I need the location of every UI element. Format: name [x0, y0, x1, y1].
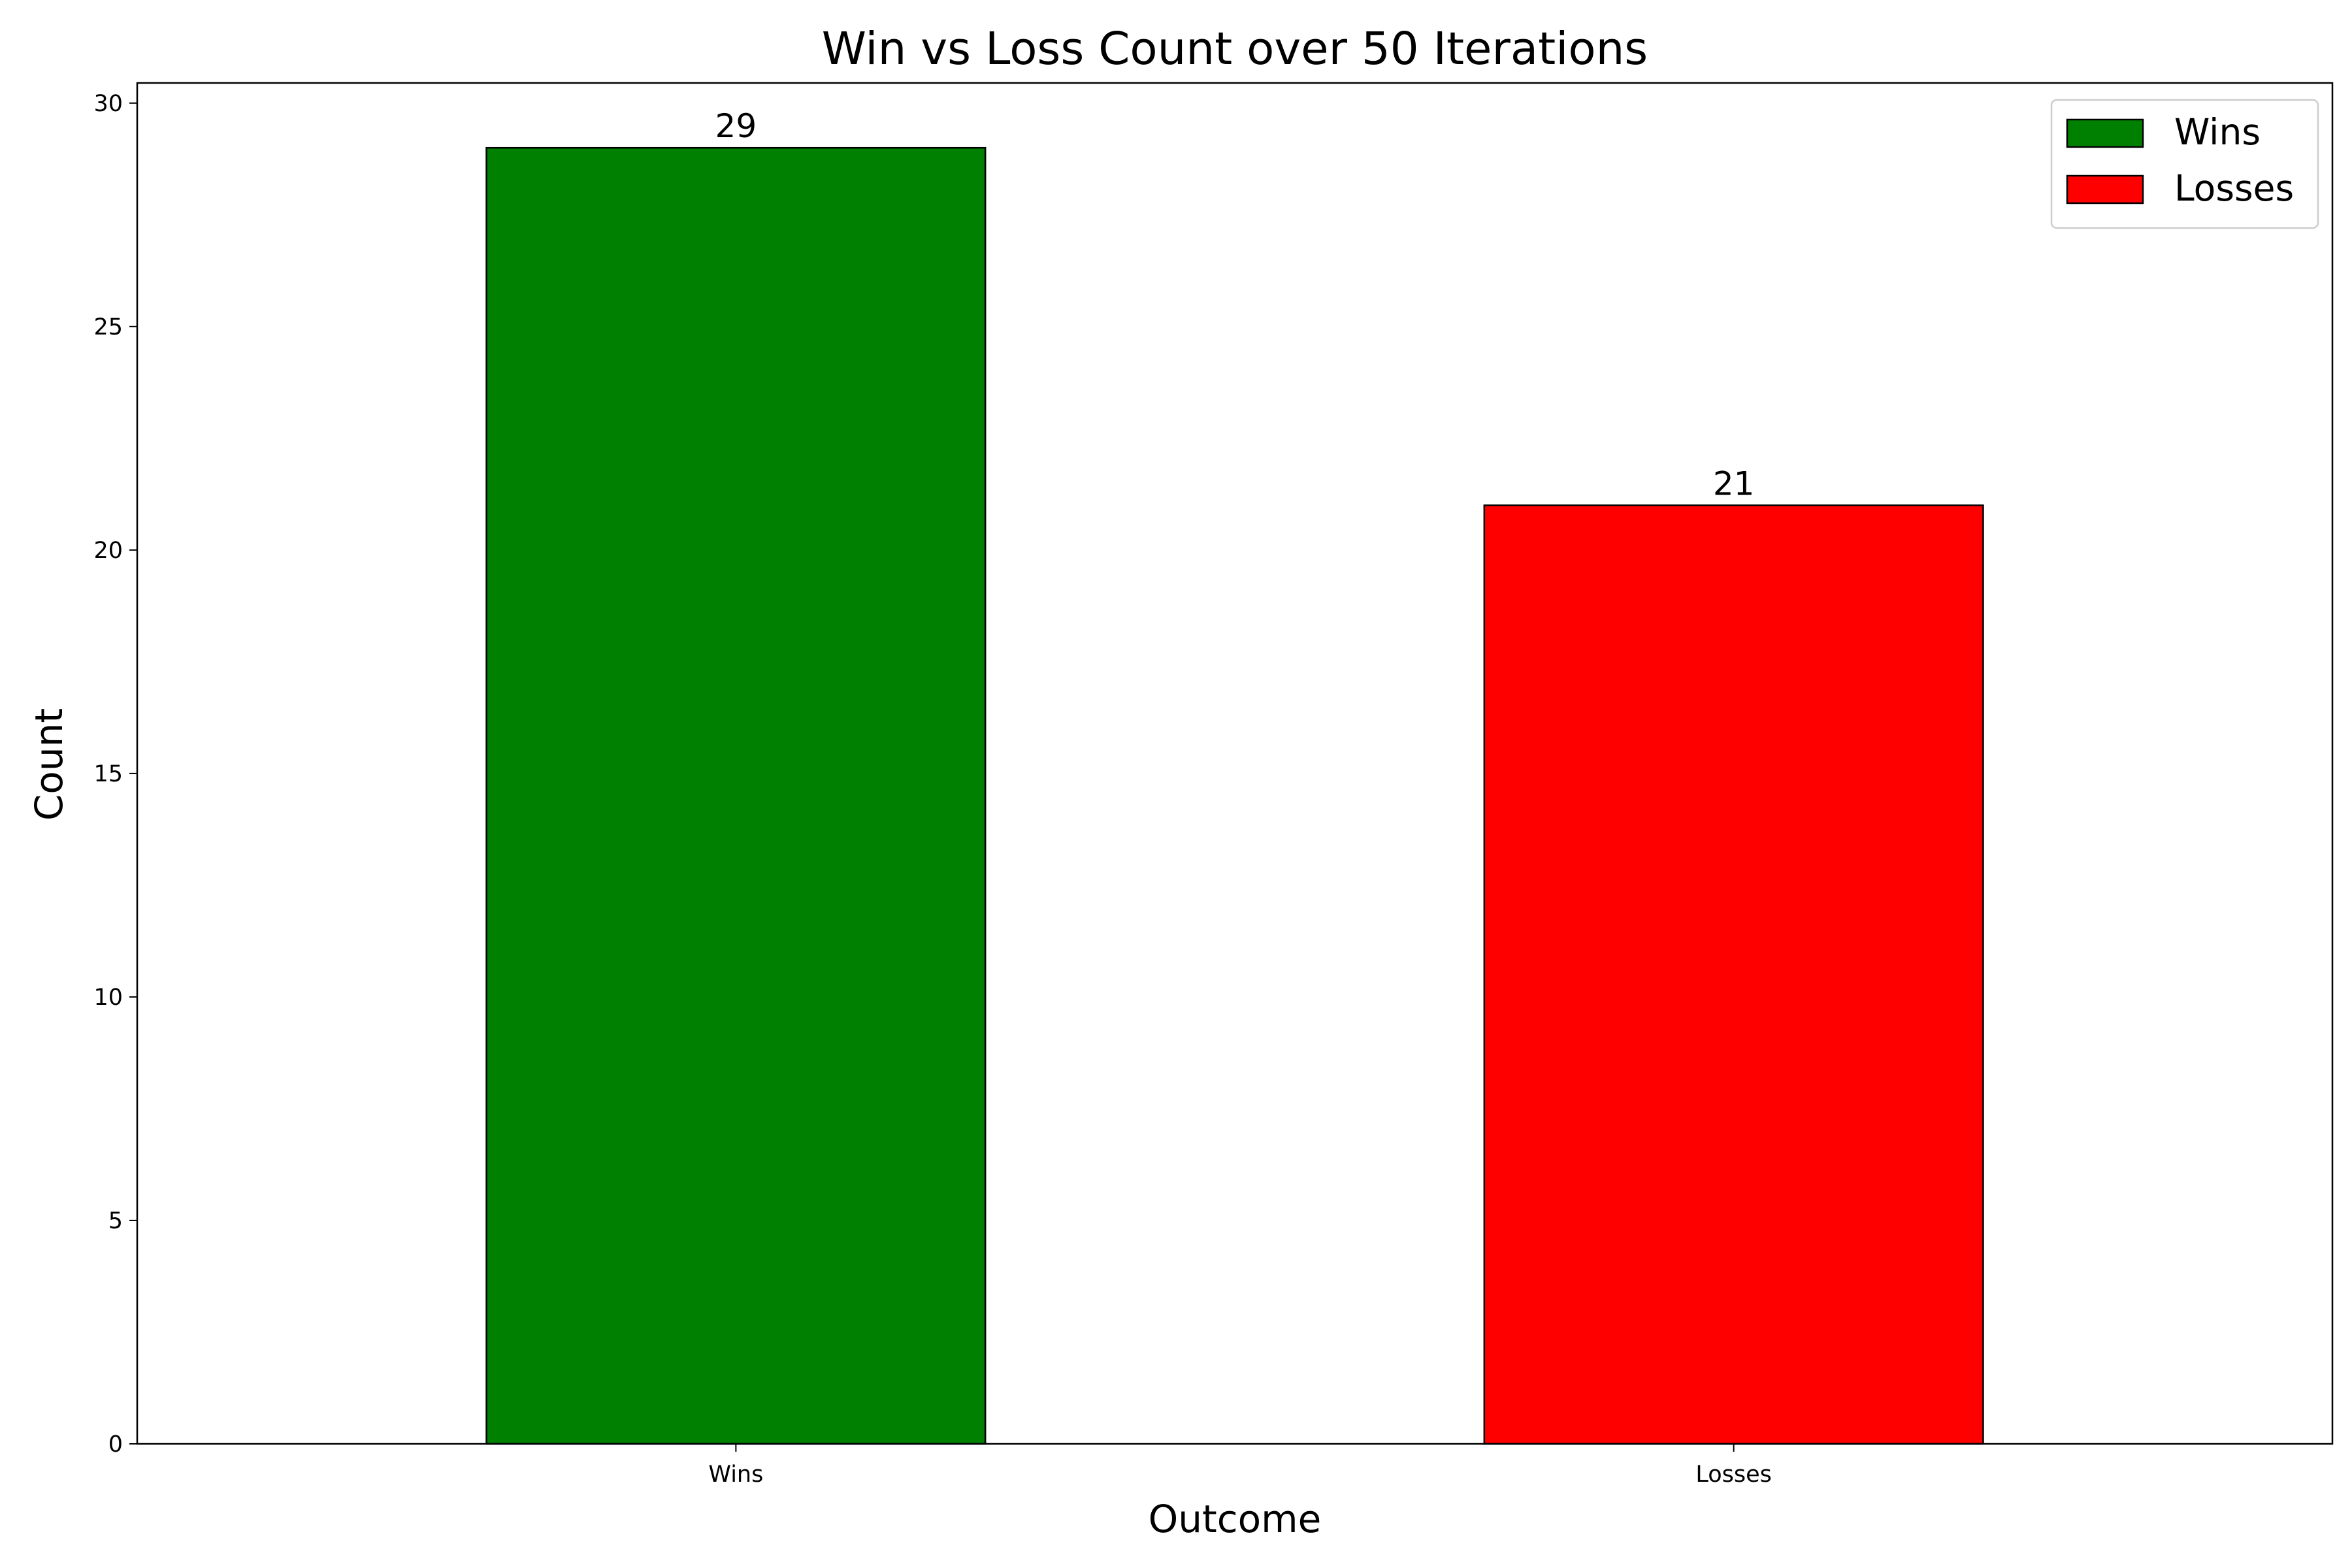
y-tick-label: 20 [93, 538, 123, 564]
x-axis-title: Outcome [1149, 1497, 1322, 1541]
y-tick-label: 30 [93, 91, 123, 117]
y-axis-ticks: 0 5 10 15 20 25 30 [93, 91, 137, 1458]
data-label-losses: 21 [1713, 465, 1755, 502]
y-tick-label: 15 [93, 761, 123, 787]
x-tick-label-wins: Wins [708, 1462, 763, 1488]
x-axis-ticks: Wins Losses [708, 1444, 1772, 1488]
chart-title: Win vs Loss Count over 50 Iterations [822, 23, 1648, 75]
legend-label-losses: Losses [2174, 167, 2294, 209]
legend-label-wins: Wins [2174, 111, 2261, 153]
plot-area [137, 83, 2332, 1444]
bar-losses [1483, 504, 1984, 1445]
y-tick-label: 25 [93, 314, 123, 340]
x-tick-label-losses: Losses [1695, 1462, 1772, 1488]
legend-swatch-wins [2066, 118, 2144, 148]
bars-group [485, 146, 1984, 1445]
y-axis-title: Count [27, 708, 71, 821]
legend-swatch-losses [2066, 174, 2144, 204]
bar-wins [485, 146, 987, 1445]
data-label-wins: 29 [715, 107, 757, 145]
data-labels-group: 29 21 [715, 107, 1755, 502]
y-tick-label: 0 [108, 1431, 123, 1458]
y-tick-label: 5 [108, 1208, 123, 1234]
plot-frame [136, 82, 2334, 1445]
plot-background [137, 83, 2332, 1444]
y-tick-label: 10 [93, 985, 123, 1011]
legend: Wins Losses [2050, 99, 2319, 229]
